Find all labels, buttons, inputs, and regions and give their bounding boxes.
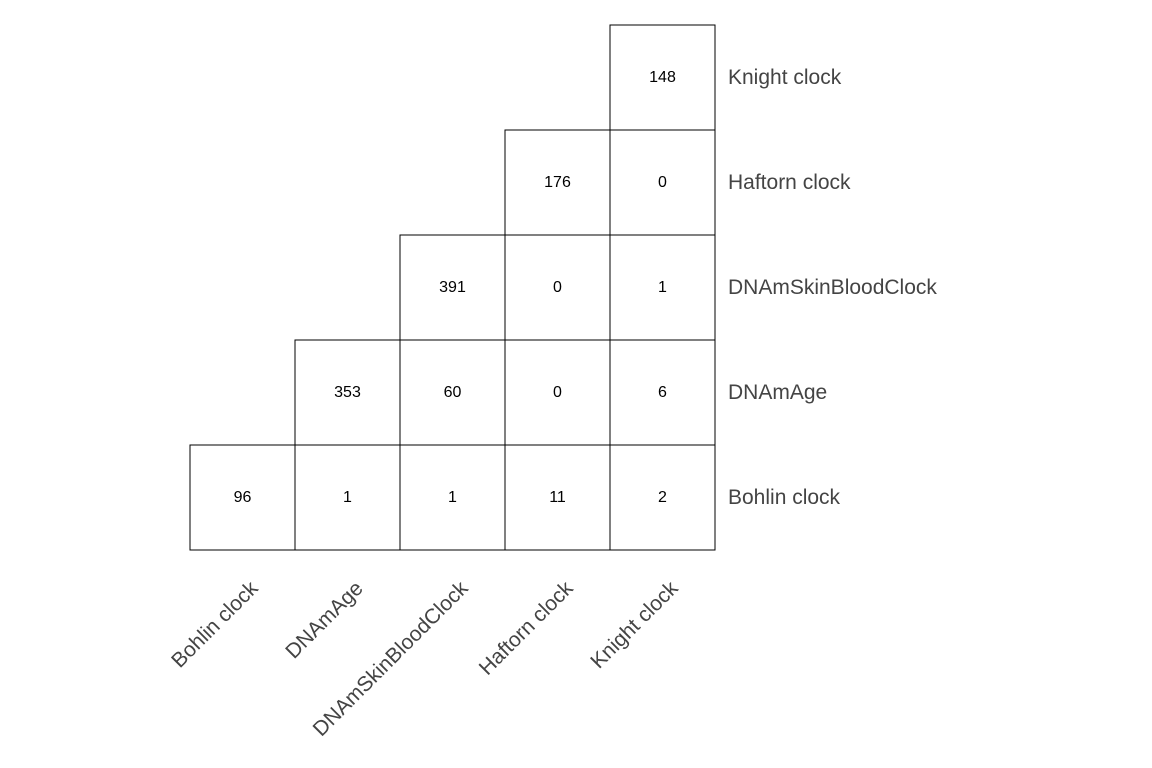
cell-value: 6 <box>658 384 667 401</box>
cell-value: 2 <box>658 489 667 506</box>
matrix-cell: 1 <box>609 234 716 341</box>
row-label: Haftorn clock <box>728 171 851 194</box>
row-labels: Knight clock Haftorn clock DNAmSkinBloodCl… <box>728 66 937 509</box>
cell-value: 1 <box>658 279 667 296</box>
cell-value: 176 <box>544 174 571 191</box>
cell-box <box>504 444 611 551</box>
row-label: Knight clock <box>728 66 842 89</box>
matrix-cell: 2 <box>609 444 716 551</box>
cell-box <box>609 444 716 551</box>
cell-value: 1 <box>448 489 457 506</box>
row-label: Bohlin clock <box>728 486 841 509</box>
cell-box <box>609 24 716 131</box>
row-label: DNAmSkinBloodClock <box>728 276 937 299</box>
column-label: Knight clock <box>586 577 683 674</box>
column-label: Bohlin clock <box>167 577 263 673</box>
matrix-cell: 1 <box>294 444 401 551</box>
matrix-cell: 353 <box>294 339 401 446</box>
cell-box <box>399 234 506 341</box>
cell-box <box>294 444 401 551</box>
cell-value: 1 <box>343 489 352 506</box>
matrix-cell: 391 <box>399 234 506 341</box>
cell-value: 391 <box>439 279 466 296</box>
cell-value: 60 <box>444 384 462 401</box>
cell-box <box>609 129 716 236</box>
matrix-cell: 0 <box>504 339 611 446</box>
cell-value: 0 <box>553 279 562 296</box>
column-label: Haftorn clock <box>475 577 578 680</box>
cell-box <box>399 444 506 551</box>
matrix-cell: 1 <box>399 444 506 551</box>
cell-value: 0 <box>658 174 667 191</box>
matrix-cell: 6 <box>609 339 716 446</box>
cell-value: 96 <box>234 489 252 506</box>
cell-value: 148 <box>649 69 676 86</box>
matrix-cell: 148 <box>609 24 716 131</box>
matrix-cell: 96 <box>189 444 296 551</box>
cell-box <box>504 234 611 341</box>
matrix-cell: 11 <box>504 444 611 551</box>
cell-box <box>609 339 716 446</box>
column-label: DNAmAge <box>281 577 367 663</box>
cell-box <box>609 234 716 341</box>
cell-value: 11 <box>549 489 566 506</box>
matrix-cell: 0 <box>609 129 716 236</box>
matrix-cell: 60 <box>399 339 506 446</box>
cell-box <box>504 129 611 236</box>
matrix-cell: 0 <box>504 234 611 341</box>
cell-value: 353 <box>334 384 361 401</box>
matrix-cell: 176 <box>504 129 611 236</box>
cell-value: 0 <box>553 384 562 401</box>
row-label: DNAmAge <box>728 381 827 404</box>
cell-box <box>399 339 506 446</box>
